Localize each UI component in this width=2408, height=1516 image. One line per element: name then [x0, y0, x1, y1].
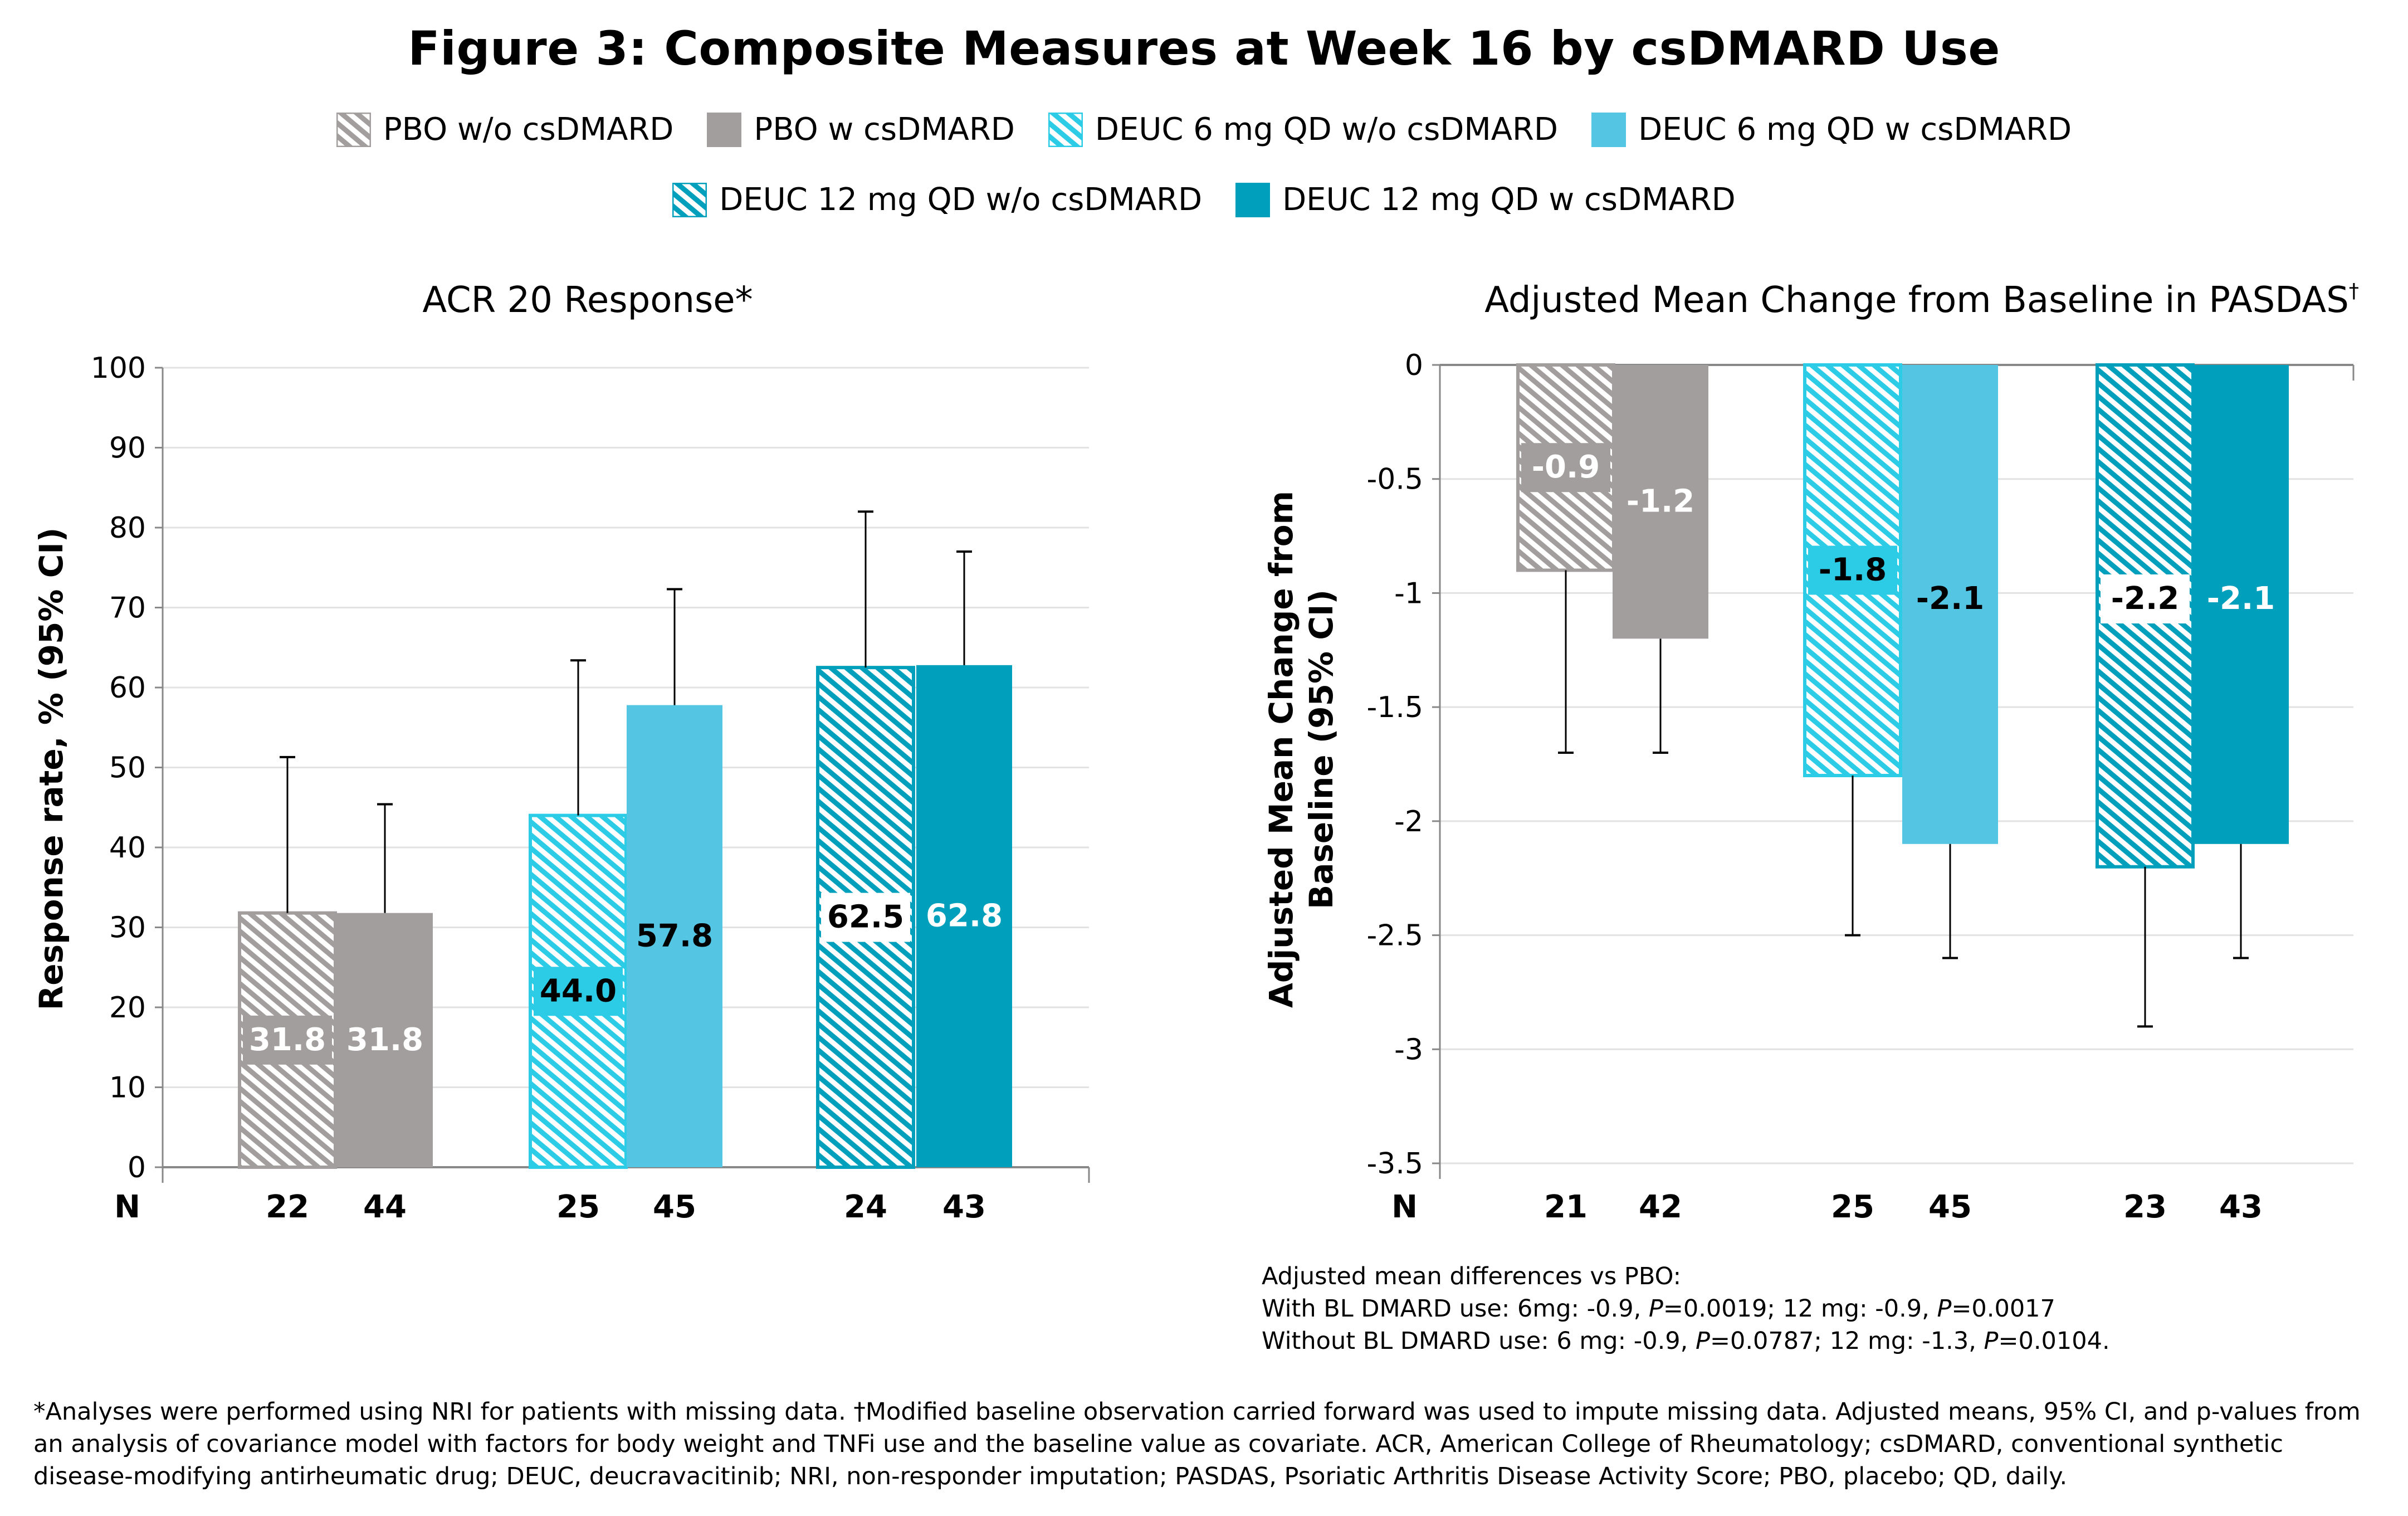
chart-title: ACR 20 Response* — [422, 280, 753, 321]
y-tick-label: 90 — [109, 432, 146, 465]
legend-swatch-deuc12-solid — [1235, 182, 1271, 217]
y-axis-title: Response rate, % (95% CI) — [32, 528, 70, 1011]
n-value: 43 — [942, 1189, 986, 1225]
y-tick-label: 70 — [109, 592, 146, 625]
data-label: 31.8 — [249, 1022, 326, 1058]
legend-label: DEUC 12 mg QD w/o csDMARD — [719, 182, 1203, 218]
bar — [916, 665, 1012, 1167]
y-tick-label: 0 — [128, 1151, 146, 1184]
note-line-with-dmard: With BL DMARD use: 6mg: -0.9, P=0.0019; … — [1262, 1295, 2055, 1323]
legend-item: PBO w/o csDMARD — [336, 111, 674, 148]
legend-swatch-deuc12-hatched — [672, 182, 707, 217]
legend-item: DEUC 12 mg QD w/o csDMARD — [672, 182, 1202, 218]
data-label: -1.8 — [1819, 552, 1887, 588]
y-tick-label: -3 — [1394, 1033, 1423, 1066]
n-value: 45 — [1928, 1189, 1972, 1225]
y-tick-label: -1.5 — [1367, 691, 1423, 724]
n-label: N — [1391, 1189, 1418, 1225]
n-value: 42 — [1639, 1189, 1682, 1225]
y-tick-label: 20 — [109, 991, 146, 1025]
y-tick-label: 100 — [91, 352, 146, 385]
legend-item: PBO w csDMARD — [706, 111, 1015, 148]
y-tick-label: -1 — [1394, 577, 1423, 610]
legend-swatch-pbo-hatched — [336, 112, 372, 147]
legend-label: DEUC 6 mg QD w/o csDMARD — [1095, 111, 1559, 148]
legend-label: DEUC 6 mg QD w csDMARD — [1638, 111, 2072, 148]
y-tick-label: -2.5 — [1367, 919, 1423, 953]
data-label: -2.1 — [1916, 581, 1984, 617]
y-tick-label: 50 — [109, 752, 146, 785]
n-value: 23 — [2123, 1189, 2167, 1225]
n-value: 24 — [844, 1189, 887, 1225]
data-label: -1.2 — [1627, 484, 1694, 520]
data-label: 44.0 — [540, 973, 617, 1009]
data-label: 62.8 — [926, 898, 1003, 934]
data-label-box — [534, 967, 623, 1016]
y-tick-label: -0.5 — [1367, 463, 1423, 496]
figure-title: Figure 3: Composite Measures at Week 16 … — [408, 21, 2000, 76]
bar — [627, 705, 722, 1167]
bar — [337, 913, 433, 1167]
bar — [2193, 365, 2289, 844]
legend-item: DEUC 12 mg QD w csDMARD — [1235, 182, 1736, 218]
data-label: -2.1 — [2207, 581, 2275, 617]
data-label-box — [1808, 545, 1897, 595]
legend-swatch-pbo-solid — [706, 112, 742, 147]
bar — [1613, 365, 1708, 639]
y-tick-label: -3.5 — [1367, 1147, 1423, 1181]
y-tick-label: 10 — [109, 1071, 146, 1105]
chart-title: Adjusted Mean Change from Baseline in PA… — [1484, 280, 2359, 321]
note-line-without-dmard: Without BL DMARD use: 6 mg: -0.9, P=0.07… — [1262, 1327, 2110, 1355]
legend-label: DEUC 12 mg QD w csDMARD — [1282, 182, 1736, 218]
data-label-box — [1521, 443, 1610, 493]
legend-label: PBO w csDMARD — [754, 111, 1015, 148]
y-axis-title-line: Baseline (95% CI) — [1302, 589, 1340, 909]
acr20-chart: ACR 20 Response* 0 10 20 30 40 50 60 70 80 90 100 N 3… — [32, 280, 1090, 1225]
data-label: 31.8 — [346, 1022, 423, 1058]
data-label: 62.5 — [827, 899, 904, 935]
n-value: 45 — [653, 1189, 696, 1225]
title-superscript: † — [2349, 280, 2359, 303]
legend-swatch-deuc6-solid — [1591, 112, 1627, 147]
data-label: -0.9 — [1532, 449, 1600, 485]
y-tick-label: 30 — [109, 911, 146, 945]
y-tick-label: 60 — [109, 671, 146, 705]
data-label-box — [821, 893, 910, 942]
y-tick-label: 0 — [1405, 349, 1423, 382]
note-heading: Adjusted mean differences vs PBO: — [1262, 1262, 1682, 1290]
y-axis-title-line: Adjusted Mean Change from — [1262, 491, 1300, 1008]
n-value: 44 — [363, 1189, 407, 1225]
y-tick-label: 40 — [109, 831, 146, 865]
legend-item: DEUC 6 mg QD w/o csDMARD — [1048, 111, 1558, 148]
n-value: 43 — [2219, 1189, 2263, 1225]
legend-label: PBO w/o csDMARD — [383, 111, 674, 148]
y-tick-label: -2 — [1394, 805, 1423, 839]
footnote: *Analyses were performed using NRI for p… — [33, 1398, 2361, 1490]
n-value: 25 — [556, 1189, 600, 1225]
data-label-box — [243, 1015, 332, 1065]
legend-swatch-deuc6-hatched — [1048, 112, 1083, 147]
n-value: 22 — [266, 1189, 309, 1225]
legend-item: DEUC 6 mg QD w csDMARD — [1591, 111, 2072, 148]
n-value: 21 — [1544, 1189, 1588, 1225]
data-label: -2.2 — [2111, 581, 2179, 617]
data-label: 57.8 — [636, 918, 713, 954]
pasdas-chart: Adjusted Mean Change from Baseline in PA… — [1262, 280, 2359, 1225]
n-label: N — [114, 1189, 140, 1225]
n-value: 25 — [1831, 1189, 1874, 1225]
legend-row-2: DEUC 12 mg QD w/o csDMARD DEUC 12 mg QD … — [0, 182, 2408, 218]
legend-row-1: PBO w/o csDMARD PBO w csDMARD DEUC 6 mg … — [0, 111, 2408, 148]
pasdas-differences-note: Adjusted mean differences vs PBO: With B… — [1262, 1260, 2110, 1357]
bar — [1902, 365, 1998, 844]
y-tick-label: 80 — [109, 511, 146, 545]
data-label-box — [2101, 574, 2190, 623]
